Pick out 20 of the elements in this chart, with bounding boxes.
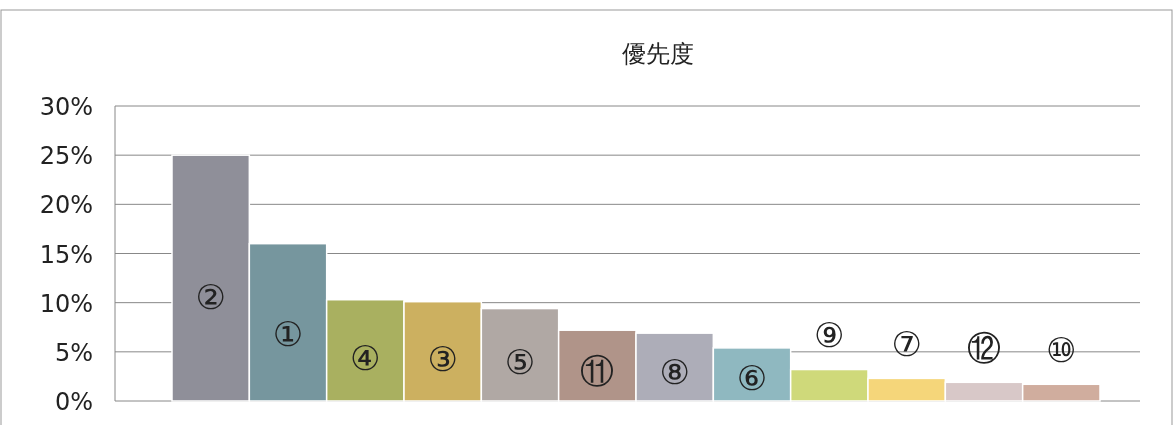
- x-tick-label: ③: [427, 338, 458, 379]
- x-tick-label: ①: [272, 314, 304, 355]
- x-tick-label: ⑤: [504, 341, 536, 382]
- x-tick-label: ⑫: [967, 327, 1001, 368]
- x-tick-label: ⑨: [814, 315, 845, 356]
- y-tick-label: 15%: [39, 240, 93, 269]
- chart-title: 優先度: [621, 40, 694, 68]
- y-tick-label: 20%: [39, 191, 93, 220]
- y-tick-label: 0%: [54, 388, 93, 416]
- x-tick-label: ⑪: [580, 350, 615, 391]
- y-tick-label: 30%: [39, 93, 93, 121]
- x-tick-label: ②: [195, 276, 226, 317]
- x-tick-label: ⑥: [736, 358, 768, 399]
- x-tick-label: ⑩: [1046, 329, 1077, 370]
- y-tick-label: 25%: [39, 142, 93, 171]
- x-tick-label: ⑦: [891, 323, 922, 364]
- y-tick-label: 10%: [39, 289, 93, 318]
- x-tick-label: ⑧: [659, 352, 690, 393]
- x-tick-label: ④: [350, 337, 381, 378]
- y-tick-label: 5%: [54, 338, 93, 367]
